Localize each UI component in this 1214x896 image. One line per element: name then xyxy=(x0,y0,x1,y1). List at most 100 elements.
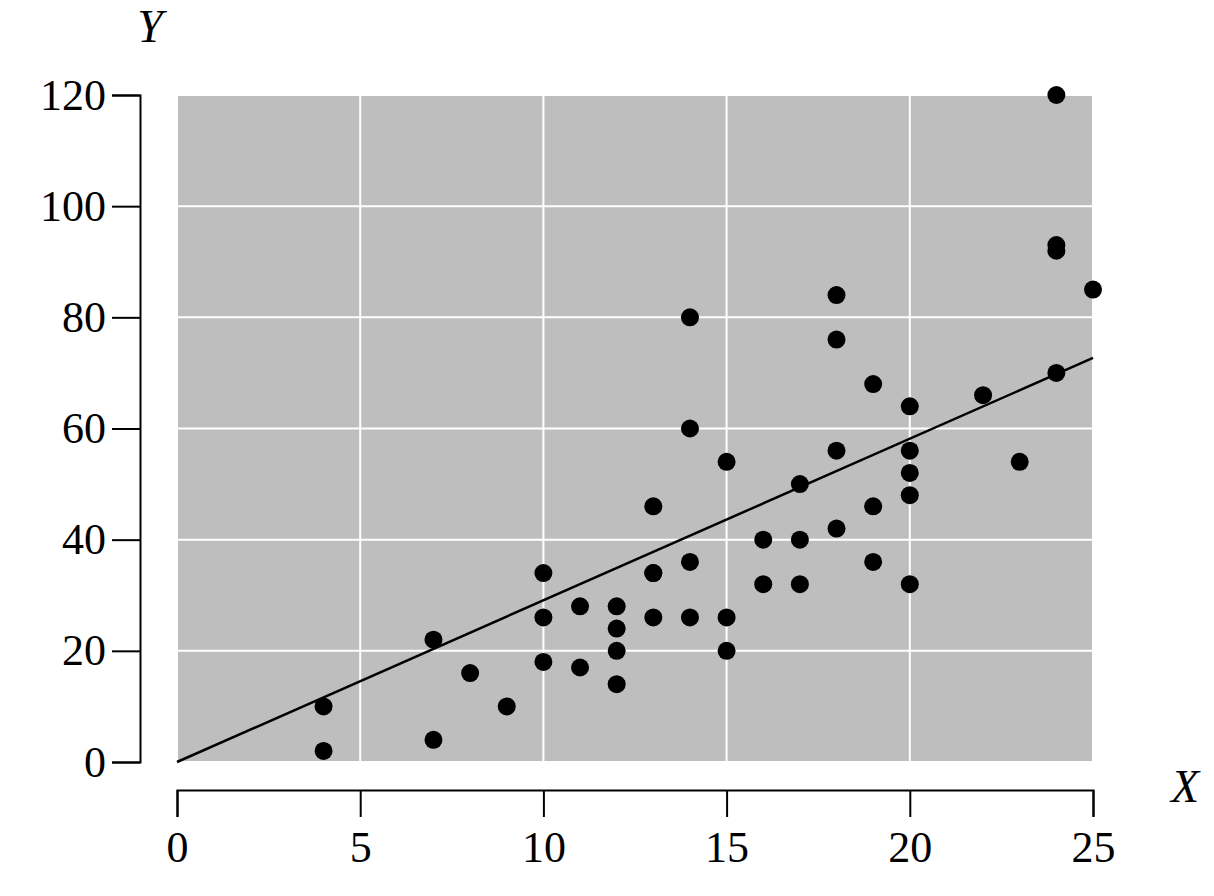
point xyxy=(1047,86,1065,104)
grid-line-y xyxy=(177,205,1093,207)
point xyxy=(791,531,809,549)
point xyxy=(424,731,442,749)
point xyxy=(791,575,809,593)
tick-label: 15 xyxy=(705,823,749,872)
tick-label: 100 xyxy=(40,182,106,231)
y-axis: 0 20 40 60 80 100 120 xyxy=(40,71,141,787)
tick: 100 xyxy=(40,182,140,231)
point xyxy=(644,564,662,582)
tick-mark xyxy=(112,206,140,208)
grid-line-y xyxy=(177,539,1093,541)
tick-mark xyxy=(112,539,140,541)
tick: 20 xyxy=(62,626,140,675)
x-axis-title: X xyxy=(1169,761,1201,812)
point xyxy=(828,520,846,538)
point xyxy=(571,659,589,677)
tick-label: 5 xyxy=(350,823,372,872)
point xyxy=(754,575,772,593)
tick-mark xyxy=(543,790,545,817)
tick-label: 120 xyxy=(40,71,106,120)
tick: 0 xyxy=(84,738,140,787)
tick: 5 xyxy=(350,790,372,872)
point xyxy=(754,531,772,549)
point xyxy=(644,497,662,515)
tick: 15 xyxy=(705,790,749,872)
tick: 25 xyxy=(1072,790,1116,872)
x-axis: 0 5 10 15 20 25 xyxy=(167,790,1116,872)
tick: 40 xyxy=(62,515,140,564)
point xyxy=(1047,236,1065,254)
point xyxy=(864,553,882,571)
tick-mark xyxy=(177,790,179,817)
plot-background xyxy=(177,95,1093,762)
tick-label: 25 xyxy=(1072,823,1116,872)
tick: 0 xyxy=(167,790,189,872)
point xyxy=(608,620,626,638)
tick-label: 80 xyxy=(62,293,106,342)
point xyxy=(608,675,626,693)
axis-line xyxy=(112,96,141,763)
point xyxy=(864,497,882,515)
point xyxy=(718,642,736,660)
fit-line xyxy=(177,358,1093,762)
point xyxy=(644,608,662,626)
point xyxy=(828,331,846,349)
y-axis-title: Y xyxy=(137,1,167,52)
point xyxy=(974,386,992,404)
point xyxy=(534,653,552,671)
grid-line-y xyxy=(177,761,1093,763)
tick-mark xyxy=(1093,790,1095,817)
grid-line-y xyxy=(177,94,1093,96)
grid-line-y xyxy=(177,428,1093,430)
tick-mark xyxy=(112,95,140,97)
tick-mark xyxy=(112,650,140,652)
tick-label: 40 xyxy=(62,515,106,564)
point xyxy=(681,608,699,626)
point xyxy=(644,564,662,582)
tick: 80 xyxy=(62,293,140,342)
point xyxy=(681,420,699,438)
tick: 10 xyxy=(522,790,566,872)
point xyxy=(498,697,516,715)
point xyxy=(461,664,479,682)
tick-mark xyxy=(726,790,728,817)
point xyxy=(901,486,919,504)
point xyxy=(901,464,919,482)
tick: 120 xyxy=(40,71,140,120)
point xyxy=(901,442,919,460)
point xyxy=(534,608,552,626)
axis-line xyxy=(178,791,1094,818)
tick-label: 60 xyxy=(62,404,106,453)
marks xyxy=(177,86,1102,762)
tick-label: 0 xyxy=(84,738,106,787)
point xyxy=(608,597,626,615)
tick-mark xyxy=(112,428,140,430)
point xyxy=(608,642,626,660)
chart: 0 20 40 60 80 100 120 0 5 10 15 20 25 Y X xyxy=(0,0,1214,896)
point xyxy=(681,308,699,326)
point xyxy=(718,608,736,626)
tick-mark xyxy=(909,790,911,817)
grid xyxy=(177,95,1093,762)
tick-label: 10 xyxy=(522,823,566,872)
point xyxy=(828,286,846,304)
tick-label: 20 xyxy=(62,626,106,675)
tick-label: 0 xyxy=(167,823,189,872)
point xyxy=(534,564,552,582)
point xyxy=(571,597,589,615)
point xyxy=(315,742,333,760)
tick: 60 xyxy=(62,404,140,453)
tick: 20 xyxy=(888,790,932,872)
tick-mark xyxy=(112,762,140,764)
point xyxy=(1084,281,1102,299)
point xyxy=(681,553,699,571)
grid-line-y xyxy=(177,650,1093,652)
point xyxy=(828,442,846,460)
tick-mark xyxy=(112,317,140,319)
point xyxy=(901,575,919,593)
tick-label: 20 xyxy=(888,823,932,872)
point xyxy=(1011,453,1029,471)
point xyxy=(864,375,882,393)
grid-line-y xyxy=(177,316,1093,318)
point xyxy=(718,453,736,471)
